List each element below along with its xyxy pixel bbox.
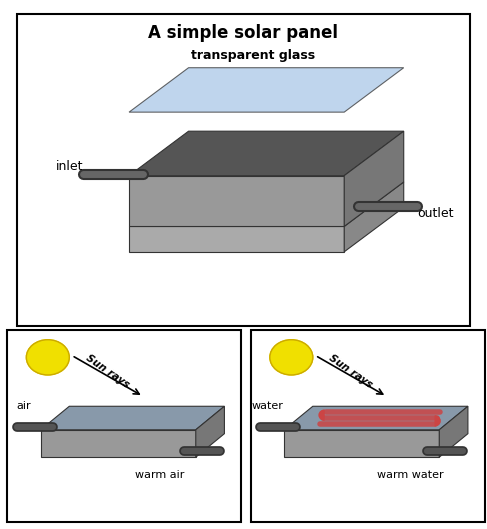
Polygon shape (439, 406, 468, 457)
Polygon shape (129, 226, 344, 252)
Text: water: water (251, 402, 283, 411)
FancyBboxPatch shape (7, 330, 241, 522)
Circle shape (270, 340, 313, 375)
Text: outlet: outlet (417, 207, 454, 220)
Circle shape (26, 340, 69, 375)
Polygon shape (344, 182, 404, 252)
Polygon shape (40, 406, 225, 430)
Polygon shape (40, 430, 196, 457)
Text: A simple solar panel: A simple solar panel (149, 24, 338, 42)
Polygon shape (344, 131, 404, 226)
Text: transparent glass: transparent glass (190, 49, 315, 61)
FancyBboxPatch shape (17, 14, 470, 326)
Text: Sun rays: Sun rays (327, 352, 375, 390)
Text: warm water: warm water (377, 470, 444, 480)
Text: Sun rays: Sun rays (84, 352, 131, 390)
Text: warm air: warm air (135, 470, 185, 480)
Text: air: air (17, 402, 31, 411)
Polygon shape (284, 406, 468, 430)
Text: inlet: inlet (56, 160, 83, 172)
FancyBboxPatch shape (251, 330, 485, 522)
Polygon shape (129, 176, 344, 226)
Polygon shape (284, 430, 439, 457)
Polygon shape (129, 131, 404, 176)
Polygon shape (129, 68, 404, 112)
Polygon shape (196, 406, 225, 457)
